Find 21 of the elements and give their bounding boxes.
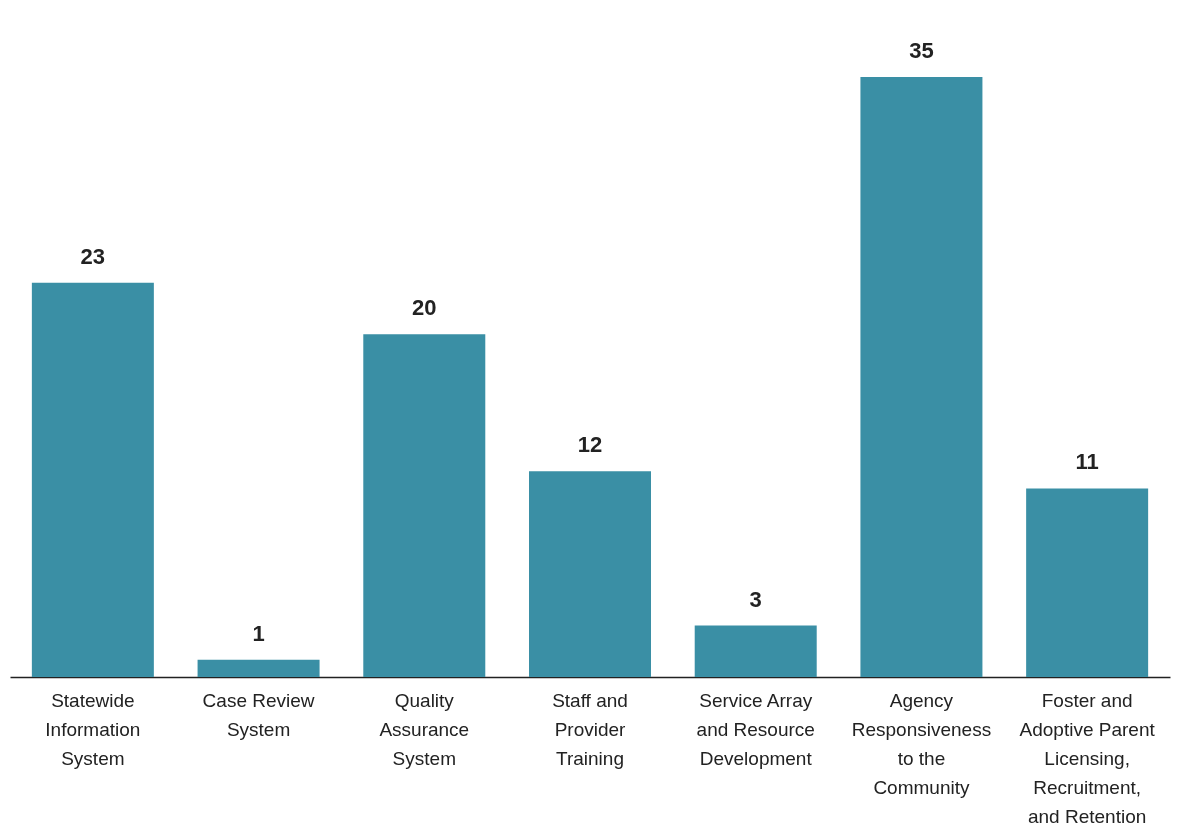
bar bbox=[694, 625, 817, 677]
x-tick-label: Quality Assurance System bbox=[379, 689, 470, 769]
data-label: 35 bbox=[909, 38, 934, 63]
bar bbox=[860, 77, 983, 677]
data-label: 12 bbox=[577, 432, 603, 458]
data-label: 1 bbox=[252, 620, 265, 646]
bar bbox=[1026, 488, 1149, 677]
data-label: 3 bbox=[749, 586, 762, 612]
x-tick-label: Case Review System bbox=[202, 689, 315, 740]
bar bbox=[31, 282, 154, 677]
data-label: 20 bbox=[412, 295, 437, 321]
data-label: 11 bbox=[1075, 449, 1099, 475]
bar bbox=[363, 334, 486, 677]
x-tick-label: Statewide Information System bbox=[45, 689, 141, 769]
x-tick-label: Service Array and Resource Development bbox=[696, 689, 815, 769]
x-tick-label: Foster and Adoptive Parent Licensing, Recruitment, and Retention bbox=[1019, 689, 1156, 823]
x-tick-label: Agency Responsiveness to the Community bbox=[851, 689, 992, 798]
bar bbox=[529, 471, 651, 677]
x-tick-label: Staff and Provider Training bbox=[552, 689, 628, 769]
bar bbox=[197, 659, 320, 677]
data-label: 23 bbox=[80, 243, 106, 269]
